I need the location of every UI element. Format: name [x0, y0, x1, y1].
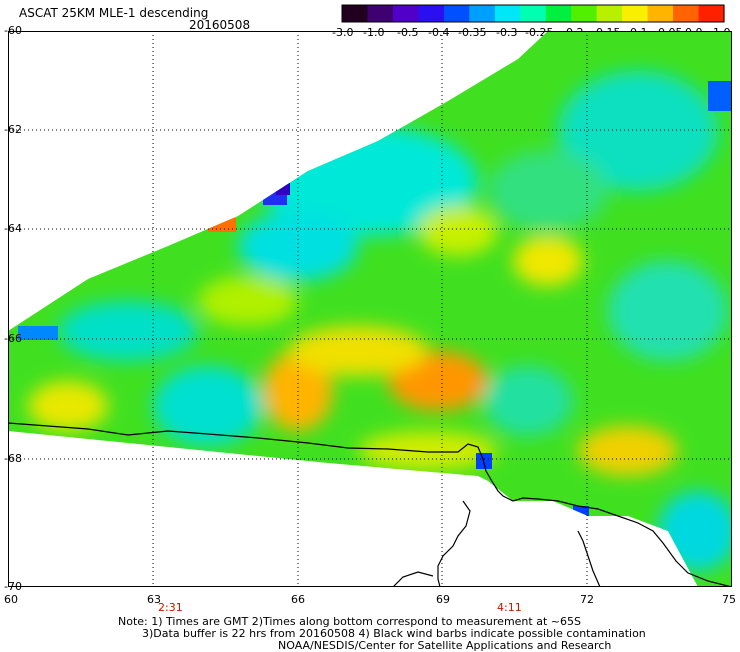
- graticule: [8, 31, 732, 587]
- product-date: 20160508: [189, 18, 251, 32]
- product-title: ASCAT 25KM MLE-1 descending: [19, 6, 209, 20]
- colorbar-swatch: [673, 5, 700, 22]
- colorbar-swatch: [367, 5, 394, 22]
- colorbar-label: -0.35: [458, 26, 487, 39]
- colorbar-label: -0.5: [397, 26, 419, 39]
- lat-tick-label: -64: [4, 222, 22, 235]
- colorbar-frame: [341, 4, 725, 23]
- footnote-line-2: 3)Data buffer is 22 hrs from 20160508 4)…: [142, 627, 646, 640]
- inland-outline: [577, 530, 601, 587]
- lat-tick-label: -70: [4, 580, 22, 593]
- lon-tick-label: 75: [722, 593, 736, 606]
- pass-time-label: 4:11: [497, 601, 522, 614]
- colorbar-swatch: [520, 5, 547, 22]
- lat-tick-label: -60: [4, 24, 22, 37]
- inland-outline: [392, 571, 434, 587]
- footnote-line-1: Note: 1) Times are GMT 2)Times along bot…: [118, 615, 581, 628]
- lon-tick-label: 69: [436, 593, 450, 606]
- colorbar-swatch: [494, 5, 521, 22]
- colorbar-swatch: [342, 5, 369, 22]
- pass-time-label: 2:31: [158, 601, 183, 614]
- colorbar-swatch: [596, 5, 623, 22]
- lat-tick-label: -66: [4, 332, 22, 345]
- colorbar-label: -0.4: [428, 26, 450, 39]
- colorbar: [341, 4, 725, 23]
- mle-data-swath: [8, 31, 732, 587]
- colorbar-swatch: [545, 5, 572, 22]
- colorbar-swatch: [443, 5, 470, 22]
- colorbar-swatch: [647, 5, 674, 22]
- lat-tick-label: -68: [4, 452, 22, 465]
- lat-tick-label: -62: [4, 123, 22, 136]
- coastline: [8, 422, 732, 587]
- colorbar-swatch: [469, 5, 496, 22]
- inland-outline: [437, 500, 471, 587]
- lon-tick-label: 63: [147, 593, 161, 606]
- colorbar-swatch: [418, 5, 445, 22]
- colorbar-label: -1.0: [363, 26, 385, 39]
- plot-frame: [8, 31, 732, 587]
- colorbar-swatch: [392, 5, 419, 22]
- colorbar-label: -0.3: [496, 26, 518, 39]
- lon-tick-label: 72: [580, 593, 594, 606]
- footnote-credit: NOAA/NESDIS/Center for Satellite Applica…: [278, 639, 612, 652]
- colorbar-swatch: [622, 5, 649, 22]
- colorbar-swatch: [698, 5, 725, 22]
- lon-tick-label: 66: [291, 593, 305, 606]
- scatterometer-map: [8, 31, 732, 587]
- colorbar-swatch: [571, 5, 598, 22]
- lon-tick-label: 60: [4, 593, 18, 606]
- colorbar-label: -3.0: [332, 26, 354, 39]
